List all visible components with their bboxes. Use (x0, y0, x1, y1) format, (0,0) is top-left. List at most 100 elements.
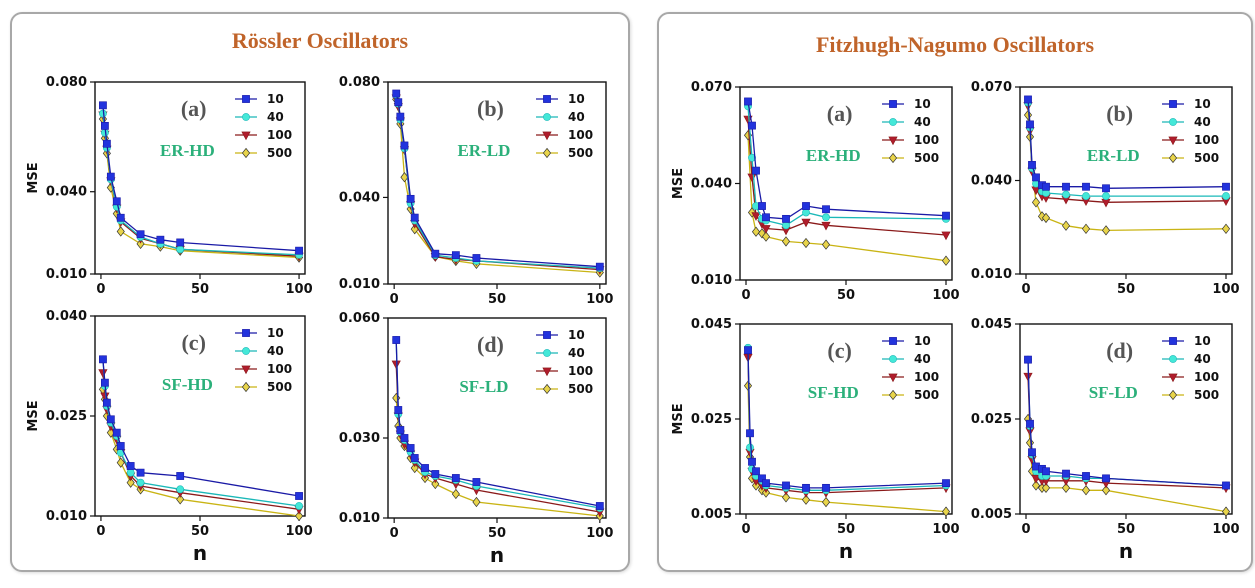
data-point (1041, 482, 1051, 494)
data-point (472, 254, 481, 262)
data-point (761, 225, 771, 234)
data-point (744, 346, 752, 355)
data-point (1024, 95, 1032, 104)
x-tick-label: 50 (191, 282, 209, 297)
rossler-title: Rössler Oscillators (231, 28, 409, 53)
chart-rc: 0.040 0.025 0.010 0 50 100 MSE n (c) SF-HD 10 40 100… (26, 309, 313, 565)
data-point (116, 442, 125, 450)
legend-label: 100 (568, 364, 593, 378)
legend-label: 40 (267, 344, 284, 358)
data-point (822, 483, 830, 492)
data-point (102, 139, 111, 148)
series-10 (1024, 355, 1230, 490)
plot-frame (739, 323, 953, 515)
subplot-label: (c) (827, 338, 851, 363)
x-tick-label: 100 (285, 282, 312, 297)
data-point (821, 221, 831, 231)
y-tick-label: 0.025 (46, 409, 87, 424)
series-500 (743, 130, 951, 266)
legend-label: 40 (1194, 352, 1211, 366)
legend-label: 40 (267, 110, 284, 124)
subplot-label: (b) (1106, 101, 1133, 126)
legend-marker (241, 147, 251, 159)
legend-label: 10 (1194, 97, 1211, 111)
data-point (1062, 190, 1070, 199)
subplot-label: (c) (181, 330, 205, 355)
data-point (112, 197, 121, 206)
network-label: ER-LD (1087, 146, 1140, 165)
data-point (472, 496, 481, 508)
legend-marker (542, 367, 552, 377)
legend: 10 40 100 500 (1162, 97, 1219, 165)
data-point (451, 251, 460, 260)
legend-marker (542, 147, 552, 159)
plot-frame (387, 81, 607, 285)
x-tick-label: 50 (191, 524, 209, 539)
legend-marker (1168, 152, 1178, 164)
legend-label: 500 (568, 146, 593, 160)
plot-frame (1019, 86, 1233, 275)
subplot-label: (a) (181, 96, 207, 121)
y-tick-label: 0.025 (971, 412, 1012, 427)
data-point (781, 236, 791, 247)
data-point (746, 429, 754, 438)
legend-marker (1168, 136, 1178, 146)
x-tick-label: 100 (586, 526, 613, 541)
y-tick-label: 0.040 (46, 185, 87, 200)
legend: 10 40 100 500 (536, 328, 593, 396)
data-point (1028, 448, 1036, 457)
subplot-label: (b) (477, 96, 504, 121)
legend-label: 10 (1194, 334, 1211, 348)
y-tick-label: 0.010 (46, 267, 87, 282)
network-label: ER-HD (806, 146, 861, 165)
data-point (802, 483, 810, 492)
series-10 (99, 355, 303, 500)
legend-label: 10 (267, 326, 284, 340)
data-point (1032, 173, 1040, 182)
legend: 10 40 100 500 (536, 92, 593, 160)
data-point (1082, 182, 1090, 191)
x-tick-label: 100 (586, 292, 613, 307)
y-tick-label: 0.010 (971, 267, 1012, 282)
data-point (746, 443, 754, 452)
x-tick-label: 50 (488, 292, 506, 307)
data-point (431, 249, 440, 258)
y-tick-label: 0.005 (971, 507, 1012, 522)
data-point (1101, 485, 1111, 496)
chart-fd: 0.045 0.025 0.005 0 50 100 n (d) SF-LD 10 40 100 500 (971, 317, 1240, 563)
data-point (1028, 161, 1036, 169)
subplot-label: (d) (1106, 338, 1133, 363)
data-point (762, 479, 770, 488)
data-point (1031, 197, 1041, 208)
x-tick-label: 100 (1212, 522, 1239, 537)
network-label: SF-HD (808, 383, 859, 402)
legend-marker (1168, 389, 1178, 401)
data-point (801, 237, 811, 249)
data-point (1102, 192, 1110, 200)
legend-marker (1169, 118, 1177, 126)
y-tick-label: 0.040 (691, 177, 732, 192)
data-point (1062, 182, 1070, 191)
legend-label: 10 (914, 97, 931, 111)
data-point (126, 462, 135, 470)
data-point (821, 496, 831, 508)
y-tick-label: 0.010 (339, 277, 380, 292)
data-point (1026, 120, 1034, 129)
network-label: ER-LD (457, 141, 510, 160)
legend-label: 500 (267, 146, 292, 160)
series-10 (392, 336, 604, 510)
x-tick-label: 100 (932, 522, 959, 537)
subplot-label: (d) (477, 332, 504, 357)
data-point (1041, 212, 1051, 224)
data-point (176, 245, 185, 254)
series-line (395, 93, 600, 268)
x-tick-label: 0 (741, 522, 750, 537)
legend-marker (1169, 337, 1177, 345)
legend-marker (542, 131, 552, 141)
data-point (116, 213, 125, 222)
y-tick-label: 0.080 (339, 75, 380, 90)
data-point (1061, 220, 1071, 231)
legend-marker (888, 152, 898, 164)
series-10 (392, 89, 604, 271)
data-point (410, 213, 419, 222)
